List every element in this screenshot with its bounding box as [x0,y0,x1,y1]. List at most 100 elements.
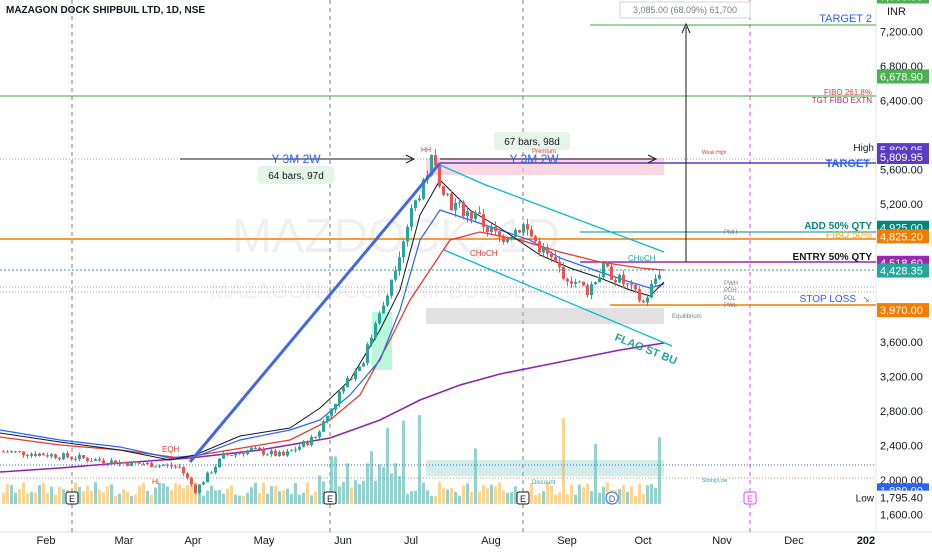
candle-body [38,453,41,456]
candle-body [394,270,397,280]
volume-bar [454,491,457,504]
price-label-box [877,0,929,4]
candle-body [546,247,549,254]
volume-bar [78,487,81,504]
channel-lower [443,249,673,347]
volume-bar [26,493,29,504]
price-label-box [877,229,929,244]
watermark-name: MAZAGON DOCK SHIPBUILDERS LIMITED [210,278,651,303]
price-label: 4,428.35 [880,266,923,278]
candle-body [646,297,649,303]
volume-bar [294,483,297,504]
candle-body [238,453,241,455]
candle-body [202,482,205,485]
candle-body [166,464,169,466]
volume-bar [86,485,89,504]
volume-bar [658,437,661,504]
earnings-marker[interactable] [65,491,79,505]
candle-body [482,214,485,227]
volume-bar [506,492,509,504]
volume-bar [374,480,377,504]
candle-body [318,431,321,438]
earnings-marker[interactable] [743,491,757,505]
volume-bar [402,420,405,504]
volume-bar [366,463,369,504]
volume-bar [474,448,477,504]
volume-bar [390,473,393,504]
volume-bar [586,483,589,504]
volume-bar [246,492,249,504]
hh-label: HH [421,147,431,154]
candle-body [506,239,509,242]
candle-body [570,281,573,284]
plot-area[interactable] [0,0,876,532]
volume-bar [242,495,245,504]
volume-bar [50,486,53,504]
candle-body [550,253,553,258]
price-label: 3,970.00 [880,305,923,317]
volume-bar [282,490,285,504]
volume-bar [170,490,173,504]
premium-label: Premium [532,149,556,155]
volume-bar [290,494,293,504]
volume-bar [154,487,157,504]
candle-body [114,460,117,465]
volume-bar [238,495,241,504]
pdl-label: PDL [724,296,736,302]
candle-body [382,305,385,314]
impulse-trendline [188,162,442,463]
candle-body [342,386,345,392]
candle-body [94,459,97,461]
level-lines [0,24,876,479]
target-label: TARGET [826,158,871,170]
candle-body [406,226,409,242]
volume-bar [306,482,309,504]
candle-body [126,462,129,466]
volume-bar [514,486,517,504]
candle-body [198,484,201,493]
volume-bar [206,490,209,504]
candle-body [558,261,561,267]
volume-bars [2,415,661,504]
candle-body [338,391,341,404]
volume-bar [386,427,389,504]
volume-bar [162,483,165,504]
price-label-prefix: High [853,143,874,154]
y-tick-label: 1,600.00 [880,510,923,522]
volume-bar [538,493,541,504]
bars-label-2: 67 bars, 98d [504,137,560,148]
candle-body [630,283,633,285]
trend-down-icon: ↘ [862,294,870,304]
volume-bar [318,475,321,504]
watermark-symbol: MAZDOCK, 1D [232,210,560,263]
volume-bar [330,456,333,504]
volume-bar [122,489,125,504]
volume-bar [338,486,341,504]
dividend-marker[interactable] [605,491,619,505]
candle-body [302,441,305,447]
chart-title: MAZAGON DOCK SHIPBUIL LTD, 1D, NSE [6,5,205,16]
candle-body [398,257,401,271]
candle-body [370,337,373,345]
candle-body [18,451,21,453]
y-tick-label: 6,400.00 [880,96,923,108]
volume-bar [138,485,141,504]
volume-bar [530,483,533,504]
candle-body [598,277,601,283]
earnings-marker[interactable] [516,491,530,505]
y-tick-label: 7,200.00 [880,27,923,39]
volume-bar [398,476,401,504]
volume-bar [434,495,437,504]
candle-body [106,463,109,465]
candle-body [470,211,473,219]
earnings-marker[interactable] [323,491,337,505]
volume-bar [478,491,481,504]
candle-body [138,462,141,464]
volume-bar [286,488,289,504]
volume-bar [370,451,373,504]
volume-bar [422,482,425,504]
volume-bar [558,492,561,504]
